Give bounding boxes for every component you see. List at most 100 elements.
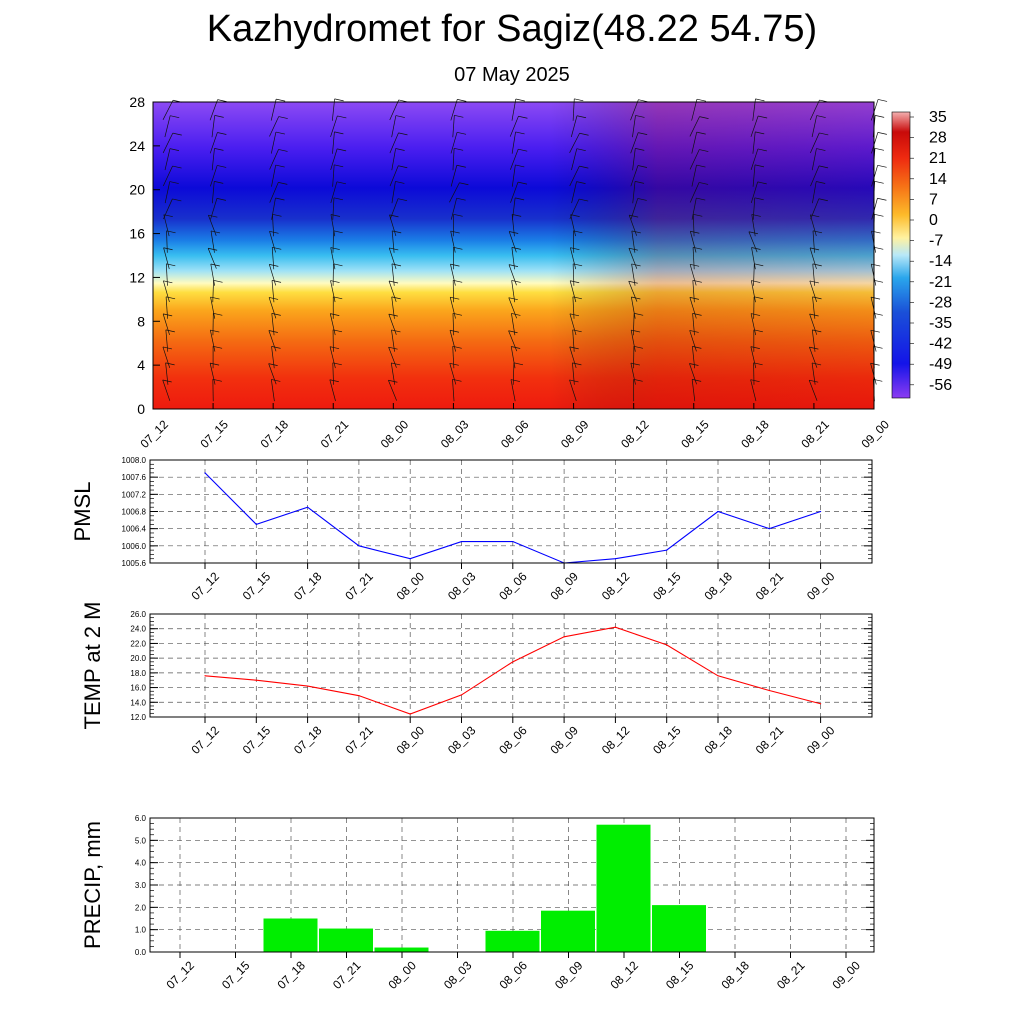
wind-barb	[691, 197, 697, 220]
wind-barb	[750, 280, 756, 303]
wind-barb-flag	[696, 98, 707, 102]
wind-barb-flag	[330, 313, 340, 316]
x-tick-label: 07_15	[219, 958, 253, 992]
wind-barb-flag	[509, 231, 519, 234]
wind-barb-flag	[812, 329, 822, 333]
wind-barb	[211, 148, 215, 171]
wind-barb-flag	[574, 98, 584, 102]
wind-barb-flag	[634, 181, 645, 184]
colorbar-label: 21	[929, 150, 947, 167]
wind-barb-flag	[269, 230, 279, 234]
wind-barb	[809, 346, 818, 368]
wind-barb-flag	[692, 246, 703, 250]
wind-barb	[162, 346, 171, 368]
y-tick-label: 6.0	[135, 814, 147, 823]
y-tick-label: 0	[137, 401, 145, 417]
wind-barb-flag	[628, 280, 638, 284]
wind-barb-flag	[750, 379, 760, 383]
wind-barb-flag	[690, 230, 700, 234]
x-tick-label: 08_06	[496, 723, 530, 757]
wind-barb	[330, 148, 338, 171]
wind-barb	[692, 214, 695, 237]
wind-barb	[809, 280, 817, 302]
x-tick-label: 07_21	[342, 569, 376, 603]
wind-barb	[510, 149, 519, 170]
wind-barb-flag	[518, 115, 528, 119]
wind-barb-flag	[877, 197, 887, 201]
wind-barb-flag	[751, 313, 761, 316]
x-tick-label: 07_12	[188, 569, 222, 603]
x-tick-label: 08_09	[548, 723, 582, 757]
data-point	[204, 675, 206, 677]
wind-barb-flag	[873, 279, 884, 283]
wind-barb	[512, 197, 516, 220]
y-tick-label: 28	[129, 94, 145, 110]
wind-barb	[751, 214, 756, 237]
wind-barb-flag	[570, 247, 580, 251]
wind-barb-flag	[631, 296, 641, 300]
x-tick-label: 08_00	[385, 958, 419, 992]
wind-barb-flag	[329, 346, 340, 350]
wind-barb-flag	[272, 246, 282, 250]
wind-barb	[452, 313, 455, 336]
wind-barb-flag	[576, 115, 587, 119]
wind-barb-flag	[268, 363, 278, 366]
wind-barb-flag	[513, 362, 524, 366]
wind-barb-flag	[454, 147, 464, 151]
wind-barb	[631, 296, 636, 319]
wind-barb	[689, 363, 697, 385]
wind-barb-flag	[570, 280, 580, 284]
y-tick-label: 24	[129, 138, 145, 154]
y-tick-label: 4.0	[135, 859, 147, 868]
wind-barb	[750, 148, 759, 170]
wind-barb-flag	[163, 280, 173, 284]
wind-barb	[209, 99, 218, 121]
wind-barb-flag	[208, 247, 218, 251]
wind-barb	[691, 132, 698, 154]
wind-barb	[163, 214, 170, 237]
x-tick-label: 08_00	[394, 569, 428, 603]
y-tick-label: 4	[137, 357, 145, 373]
wind-barb	[449, 182, 460, 203]
wind-barb-flag	[515, 131, 525, 135]
precip-bar	[263, 918, 318, 952]
precip-bar	[485, 930, 540, 952]
wind-barb-flag	[693, 213, 703, 217]
wind-barb-flag	[637, 165, 648, 168]
y-tick-label: 14.0	[130, 698, 146, 707]
wind-barb-flag	[332, 329, 343, 333]
y-axis-label: TEMP at 2 M	[80, 602, 105, 730]
y-tick-label: 16.0	[130, 684, 146, 693]
wind-barb	[811, 148, 817, 171]
data-point	[512, 661, 514, 663]
wind-barb-flag	[210, 263, 220, 267]
wind-barb	[330, 214, 336, 237]
wind-barb-flag	[635, 148, 645, 151]
wind-barb	[809, 99, 820, 121]
wind-barb	[691, 379, 696, 402]
wind-barb-flag	[391, 362, 401, 366]
y-axis-label: PMSL	[70, 482, 95, 542]
wind-barb	[510, 379, 516, 402]
wind-barb	[449, 330, 457, 352]
wind-barb	[449, 363, 457, 385]
wind-barb-flag	[631, 230, 641, 234]
data-point	[409, 713, 411, 715]
x-tick-label: 07_15	[198, 417, 232, 451]
heatmap-warm-band	[153, 102, 874, 409]
y-tick-label: 20.0	[130, 654, 146, 663]
wind-barb-flag	[809, 280, 819, 284]
wind-barb-flag	[453, 213, 463, 217]
wind-barb	[211, 115, 216, 138]
wind-barb	[270, 379, 275, 402]
x-tick-label: 07_18	[291, 569, 325, 603]
wind-barb	[332, 197, 335, 220]
wind-barb	[569, 198, 580, 220]
x-tick-label: 08_18	[701, 569, 735, 603]
colorbar-label: 35	[929, 109, 947, 126]
precip-bar	[319, 928, 373, 952]
wind-barb-flag	[631, 329, 641, 333]
wind-barb-flag	[758, 115, 768, 119]
wind-barb	[269, 149, 279, 170]
